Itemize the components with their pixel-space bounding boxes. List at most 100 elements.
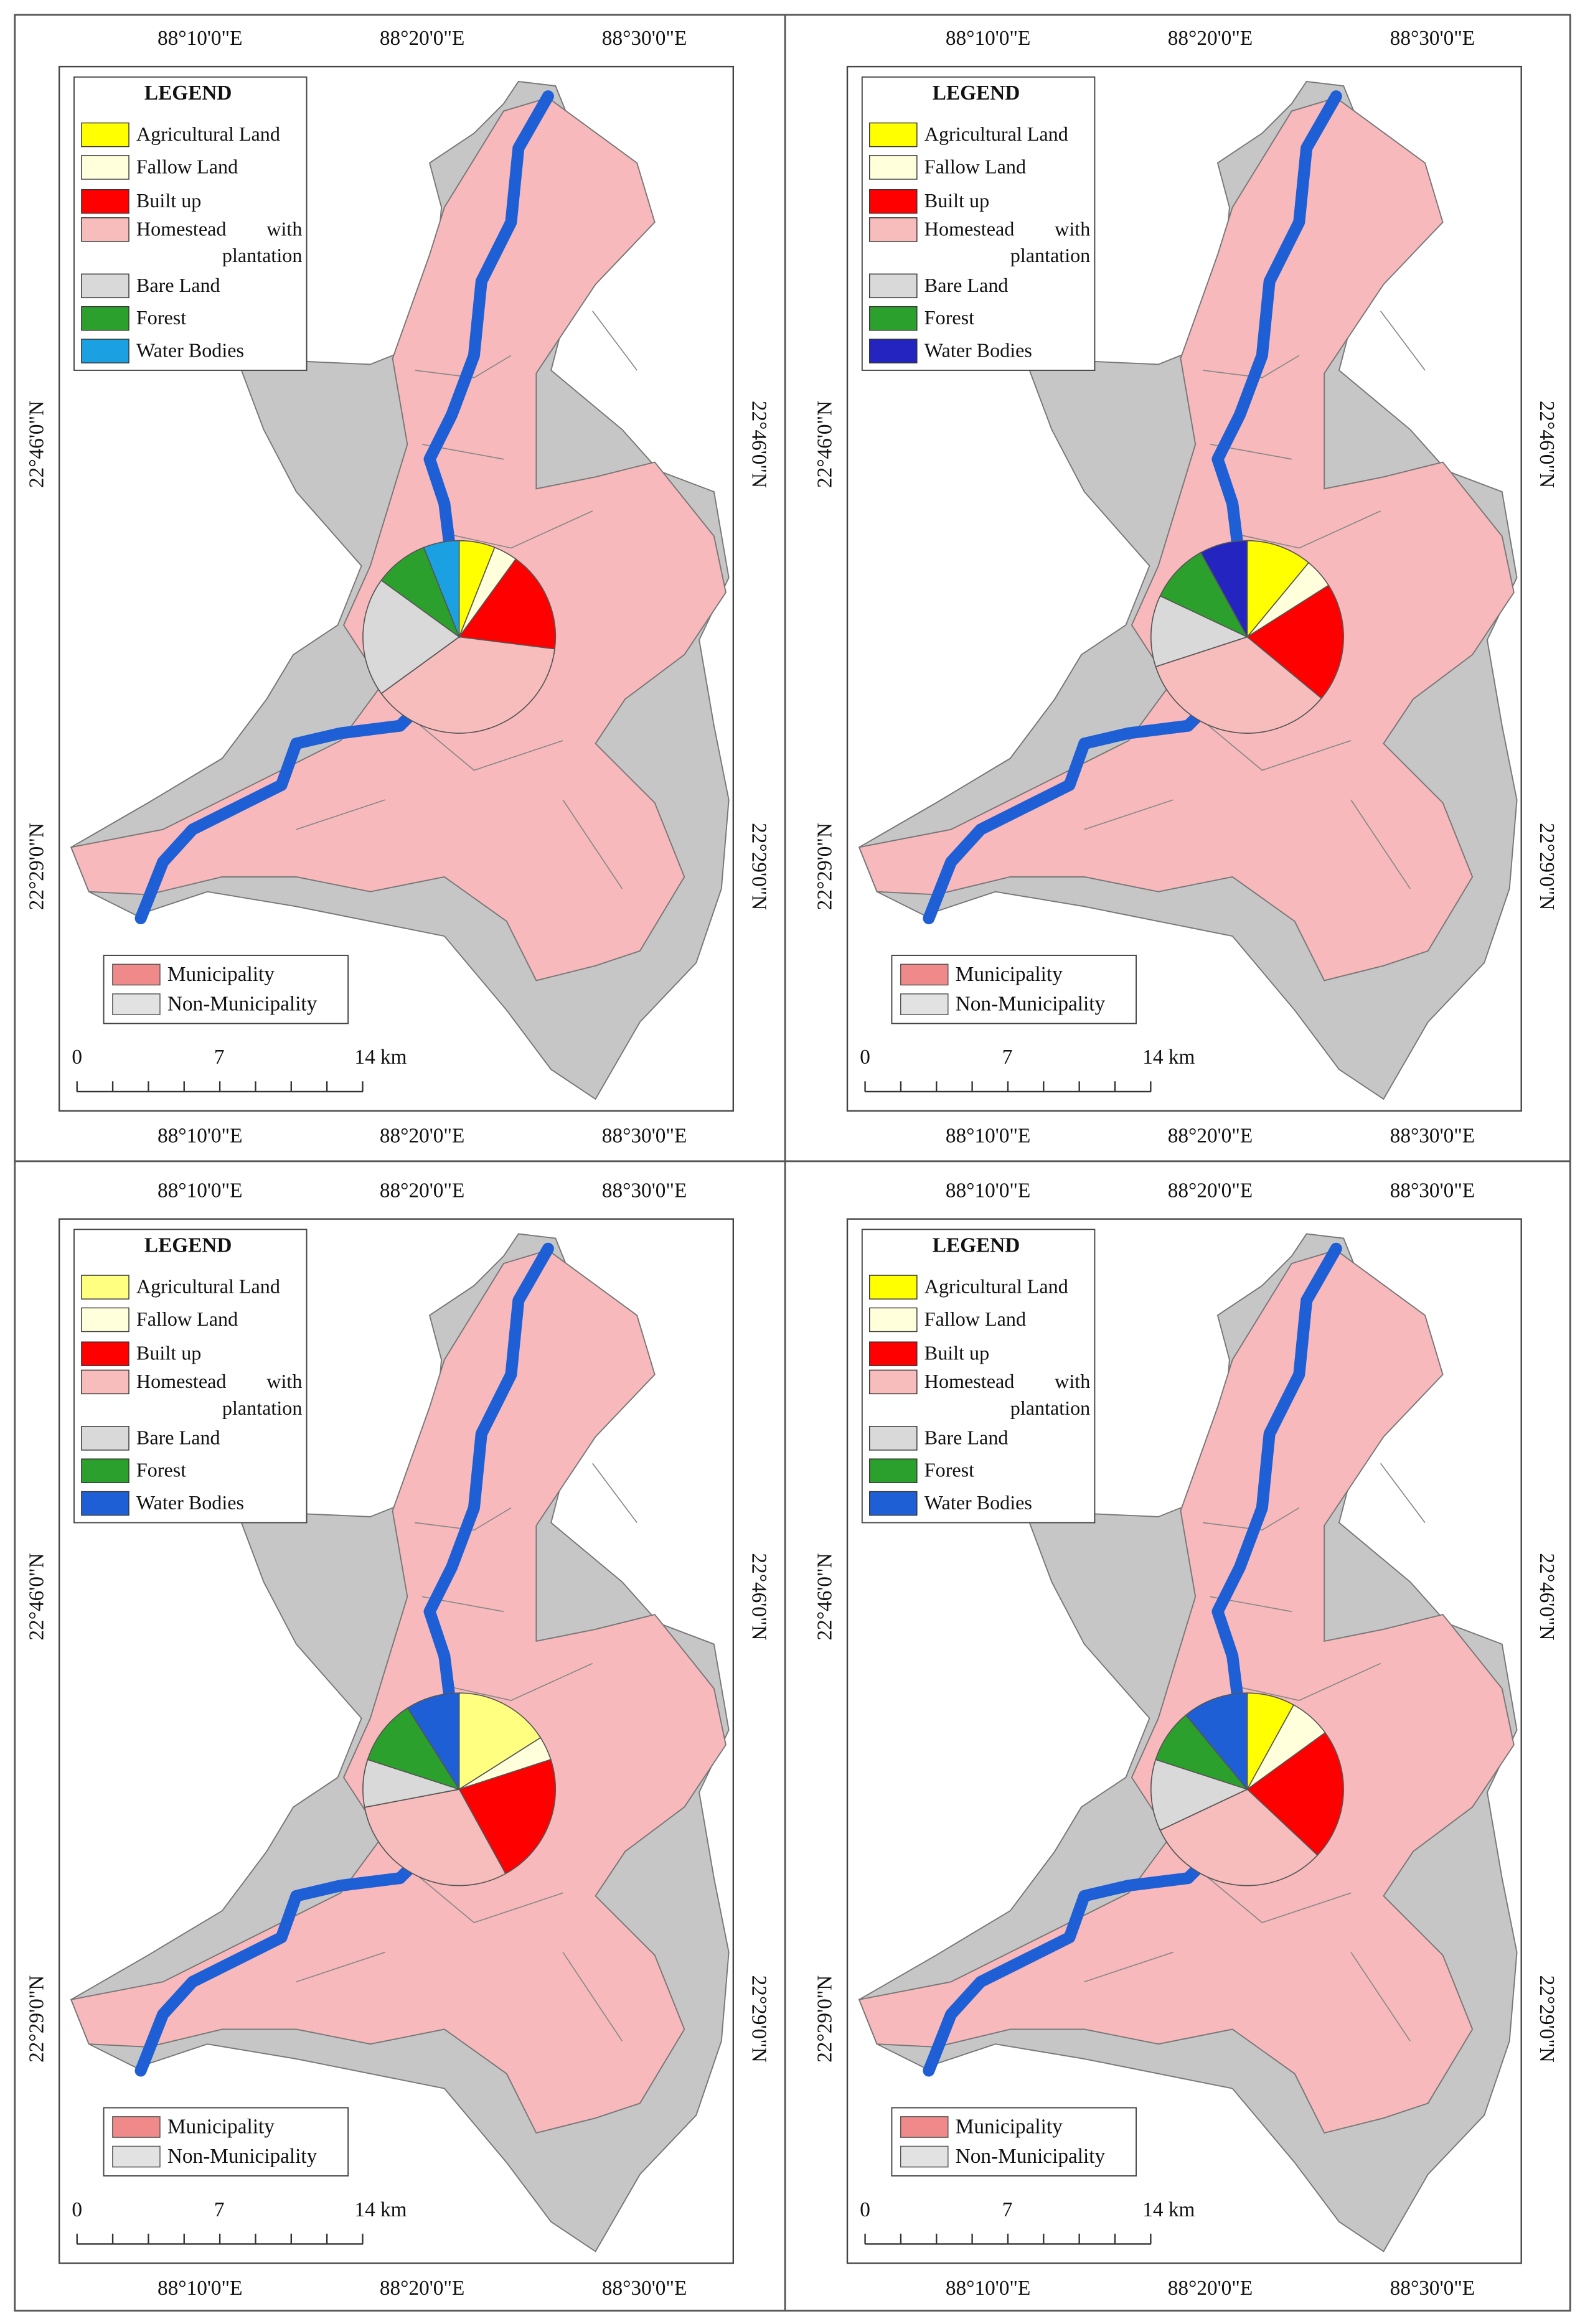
ward-boundary [444, 510, 593, 549]
zone-swatch [112, 2145, 161, 2168]
legend-label-box: Water Bodies [924, 339, 1032, 362]
municipal-area [70, 1249, 727, 2134]
longitude-label: 88°10'0"E [946, 1124, 1030, 1147]
legend-swatch [81, 217, 129, 242]
municipal-area [858, 1249, 1515, 2134]
legend-title: LEGEND [933, 1234, 1020, 1257]
legend-label: Homestead with plantation [136, 217, 303, 267]
legend-label: Agricultural Land [924, 123, 1068, 146]
zone-swatch [112, 963, 161, 986]
map-panel: 88°10'0"E 88°10'0"E 88°20'0"E 88°20'0"E 88°3… [26, 1179, 771, 2299]
pie-slice [380, 636, 556, 734]
longitude-label: 88°10'0"E [946, 27, 1030, 50]
legend-title: LEGEND [144, 82, 232, 105]
legend-swatch [81, 1341, 129, 1366]
ward-boundary [296, 799, 385, 830]
legend-title: LEGEND [933, 82, 1020, 105]
legend-label-box: Forest [924, 1459, 975, 1481]
latitude-label: 22°29'0"N [813, 823, 836, 910]
ward-boundary [1380, 1463, 1426, 1523]
legend-label: Bare Land [136, 1426, 220, 1449]
legend-title: LEGEND [144, 1234, 232, 1257]
zone-swatch [900, 2145, 949, 2168]
pie-slice [1150, 1759, 1249, 1831]
latitude-label: 22°46'0"N [813, 1553, 836, 1640]
pie-slice [1150, 595, 1249, 668]
scale-label: 0 [860, 2198, 870, 2221]
zone-label: Municipality [956, 963, 1063, 986]
legend-label: Forest [924, 1459, 975, 1481]
ward-boundary [296, 1951, 385, 1983]
zone-swatch [112, 993, 161, 1015]
pie-slice [1200, 540, 1248, 637]
zone-label: Non-Municipality [167, 993, 317, 1016]
figure-frame [14, 14, 1571, 2312]
legend-label-box: Built up [136, 190, 201, 212]
legend-swatch [81, 306, 129, 331]
legend-label-box: Agricultural Land [136, 1275, 280, 1298]
longitude-label: 88°30'0"E [1390, 2277, 1475, 2300]
latitude-label: 22°29'0"N [1535, 1975, 1558, 2063]
zone-label: Non-Municipality [956, 993, 1106, 1016]
pie-slice [362, 579, 461, 695]
legend-swatch [869, 1369, 918, 1395]
legend-label-box: Fallow Land [924, 1308, 1026, 1330]
legend-label-box: Bare Land [136, 1426, 220, 1449]
longitude-label: 88°20'0"E [380, 2277, 464, 2300]
map-panel: 88°10'0"E 88°10'0"E 88°20'0"E 88°20'0"E 88°3… [813, 1179, 1558, 2299]
legend-label: Fallow Land [136, 1308, 238, 1331]
latitude-label: 22°29'0"N [1535, 823, 1558, 910]
scale-label: 0 [860, 1046, 870, 1069]
pie-slice [1155, 1714, 1249, 1791]
longitude-label: 88°30'0"E [602, 1179, 687, 1202]
pie-slice [367, 1707, 461, 1791]
legend-swatch [869, 217, 918, 242]
longitude-label: 88°20'0"E [1168, 27, 1253, 50]
pie-slice [1246, 584, 1344, 700]
latitude-label: 22°46'0"N [26, 401, 49, 488]
legend-swatch [869, 189, 918, 214]
scale-label: 14 km [354, 1046, 407, 1069]
zone-label: Municipality [167, 963, 275, 986]
longitude-label: 88°20'0"E [380, 1124, 464, 1147]
longitude-label: 88°10'0"E [158, 2277, 242, 2300]
longitude-label: 88°20'0"E [1168, 2277, 1253, 2300]
longitude-label: 88°30'0"E [1390, 1179, 1475, 1202]
scale-label: 7 [1002, 2198, 1013, 2221]
zone-label: Non-Municipality [956, 2145, 1106, 2168]
legend-swatch [869, 1307, 918, 1333]
legend-swatch [81, 1426, 129, 1451]
pie-slice [380, 546, 461, 639]
legend-swatch [81, 1275, 129, 1300]
zone-swatch [112, 2116, 161, 2138]
legend-label-box: Fallow Land [136, 1308, 238, 1331]
legend-label: Fallow Land [924, 155, 1027, 178]
pie-slice [1246, 1731, 1344, 1856]
pie-slice [458, 1759, 557, 1875]
ward-boundary [1084, 799, 1173, 830]
legend-label: Built up [924, 1342, 990, 1364]
legend-label-box: Forest [136, 307, 186, 329]
legend-label-box: Water Bodies [136, 339, 244, 362]
legend-label: Built up [136, 1342, 202, 1364]
longitude-label: 88°10'0"E [946, 2277, 1030, 2300]
scale-label: 7 [1002, 1046, 1013, 1069]
legend-swatch [81, 339, 129, 363]
longitude-label: 88°30'0"E [1390, 27, 1475, 50]
legend-swatch [81, 1369, 129, 1395]
ward-boundary [592, 311, 637, 371]
legend-label: Homestead with plantation [924, 1370, 1091, 1419]
ward-boundary [1350, 1952, 1411, 2041]
pie-slice [423, 540, 460, 637]
pie-slice [1246, 540, 1310, 639]
legend-label: Agricultural Land [924, 1275, 1068, 1298]
legend-label-box: Homestead with plantation [136, 1370, 302, 1419]
scale-label: 0 [72, 2198, 82, 2221]
latitude-label: 22°46'0"N [1535, 401, 1558, 488]
legend-swatch [81, 1307, 129, 1333]
legend-label: Agricultural Land [136, 123, 280, 146]
legend-swatch [869, 155, 918, 180]
legend-label-box: Homestead with plantation [924, 218, 1090, 267]
